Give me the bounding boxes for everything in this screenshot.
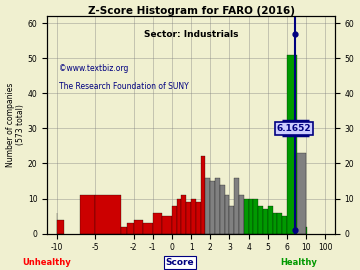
Bar bbox=[244, 198, 249, 234]
Bar bbox=[306, 227, 307, 234]
Bar bbox=[143, 223, 153, 234]
Bar bbox=[134, 220, 143, 234]
Bar bbox=[181, 195, 186, 234]
Bar bbox=[229, 205, 234, 234]
Bar bbox=[220, 184, 225, 234]
Bar bbox=[57, 220, 64, 234]
Bar bbox=[153, 212, 162, 234]
Bar bbox=[273, 212, 278, 234]
Bar bbox=[253, 198, 258, 234]
Bar bbox=[215, 177, 220, 234]
Bar bbox=[263, 209, 268, 234]
Text: ©www.textbiz.org: ©www.textbiz.org bbox=[59, 64, 128, 73]
Bar bbox=[80, 195, 95, 234]
Bar bbox=[268, 205, 273, 234]
Bar bbox=[282, 216, 287, 234]
Bar bbox=[239, 195, 244, 234]
Bar bbox=[225, 195, 229, 234]
Bar bbox=[210, 181, 215, 234]
Bar bbox=[172, 205, 177, 234]
Bar bbox=[196, 202, 201, 234]
Bar bbox=[206, 177, 210, 234]
Bar bbox=[191, 198, 196, 234]
Bar bbox=[234, 177, 239, 234]
Text: 6.1652: 6.1652 bbox=[277, 124, 312, 133]
Y-axis label: Number of companies
(573 total): Number of companies (573 total) bbox=[5, 83, 25, 167]
Bar bbox=[177, 198, 181, 234]
Bar bbox=[278, 212, 282, 234]
Bar bbox=[127, 223, 134, 234]
Bar bbox=[201, 157, 206, 234]
Text: Unhealthy: Unhealthy bbox=[22, 258, 71, 267]
Bar bbox=[249, 198, 253, 234]
Bar bbox=[121, 227, 127, 234]
Title: Z-Score Histogram for FARO (2016): Z-Score Histogram for FARO (2016) bbox=[87, 6, 294, 16]
Bar bbox=[258, 205, 263, 234]
Bar bbox=[95, 195, 121, 234]
Text: The Research Foundation of SUNY: The Research Foundation of SUNY bbox=[59, 82, 189, 90]
Bar bbox=[162, 216, 172, 234]
Bar bbox=[287, 55, 297, 234]
Bar bbox=[297, 153, 306, 234]
Text: Score: Score bbox=[166, 258, 194, 267]
Text: Healthy: Healthy bbox=[280, 258, 317, 267]
Bar bbox=[186, 202, 191, 234]
Text: Sector: Industrials: Sector: Industrials bbox=[144, 30, 238, 39]
